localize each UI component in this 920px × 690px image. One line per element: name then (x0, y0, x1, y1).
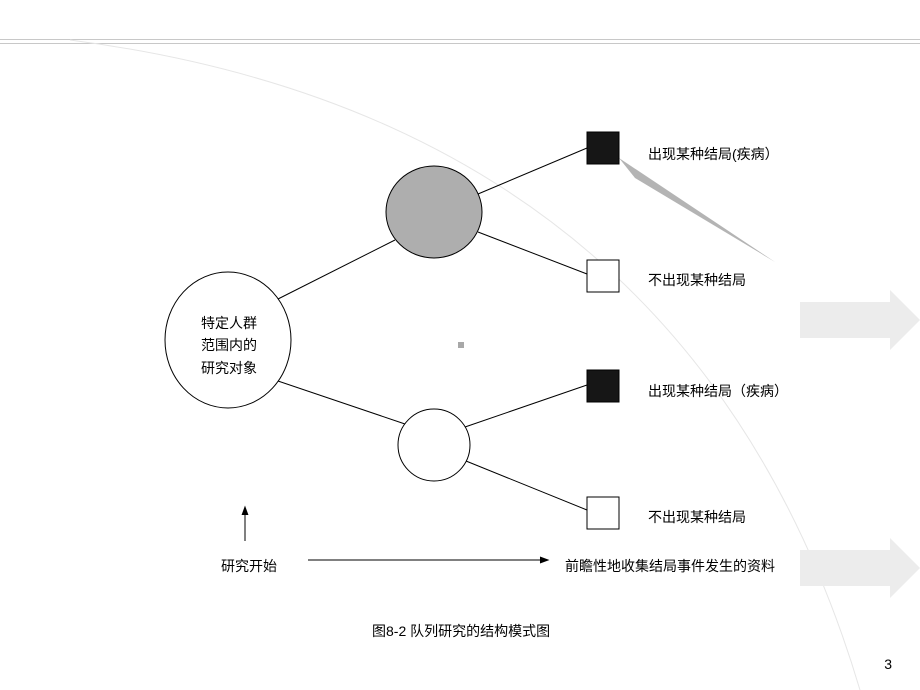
page-number: 3 (884, 656, 892, 672)
outcome-label-1: 出现某种结局(疾病） (648, 143, 779, 165)
timeline-end-label: 前瞻性地收集结局事件发生的资料 (565, 555, 775, 577)
outcome-label-4: 不出现某种结局 (648, 506, 746, 528)
wedge-shade (619, 158, 775, 262)
timeline-arrows (242, 507, 548, 563)
outcome-label-2: 不出现某种结局 (648, 269, 746, 291)
figure-caption: 图8-2 队列研究的结构模式图 (372, 621, 550, 641)
timeline-start-label: 研究开始 (221, 555, 277, 577)
center-marker (458, 342, 464, 348)
outcome-label-3: 出现某种结局（疾病） (648, 380, 788, 402)
root-node-label: 特定人群范围内的研究对象 (201, 312, 257, 379)
